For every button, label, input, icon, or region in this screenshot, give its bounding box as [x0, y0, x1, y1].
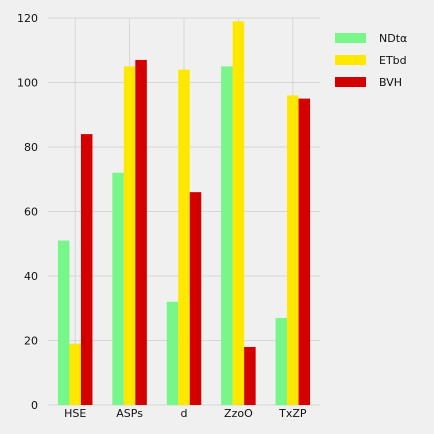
x-tick-label: d — [181, 407, 188, 420]
bar-TxZP-ETbd — [287, 95, 299, 406]
bar-d-NDtα — [166, 301, 179, 405]
bar-HSE-BVH — [80, 134, 93, 405]
legend-label: NDtα — [379, 32, 407, 45]
bar-ASPs-NDtα — [112, 172, 124, 405]
bar-ZzoO-NDtα — [221, 66, 233, 405]
y-tick-label: 100 — [17, 77, 38, 90]
y-tick-label: 120 — [17, 12, 38, 25]
bar-TxZP-NDtα — [275, 317, 288, 405]
bar-TxZP-BVH — [298, 98, 311, 405]
legend: NDtα ETbd BVH — [335, 32, 407, 89]
y-tick-label: 60 — [24, 206, 38, 219]
y-tick-label: 20 — [24, 335, 38, 348]
x-tick-label: TxZP — [278, 407, 307, 420]
bars — [57, 21, 311, 406]
legend-swatch — [335, 55, 366, 65]
x-tick-label: ASPs — [116, 407, 143, 420]
bar-ASPs-BVH — [135, 59, 147, 406]
legend-swatch — [335, 33, 366, 43]
bar-HSE-NDtα — [57, 240, 70, 405]
x-tick-label: HSE — [64, 407, 86, 420]
bar-HSE-ETbd — [69, 343, 81, 405]
bar-ZzoO-BVH — [244, 346, 256, 405]
y-axis-ticks: 0 20 40 60 80 100 120 — [17, 12, 38, 412]
y-tick-label: 40 — [24, 270, 38, 283]
legend-label: BVH — [379, 76, 402, 89]
y-tick-label: 80 — [24, 141, 38, 154]
legend-swatch — [335, 77, 366, 87]
bar-ASPs-ETbd — [123, 66, 136, 405]
x-axis-ticks: HSE ASPs d ZzoO TxZP — [64, 407, 307, 420]
bar-d-ETbd — [178, 69, 190, 405]
y-tick-label: 0 — [31, 399, 38, 412]
x-tick-label: ZzoO — [224, 407, 253, 420]
bar-ZzoO-ETbd — [232, 21, 245, 405]
bar-d-BVH — [189, 192, 202, 405]
legend-label: ETbd — [379, 54, 407, 67]
